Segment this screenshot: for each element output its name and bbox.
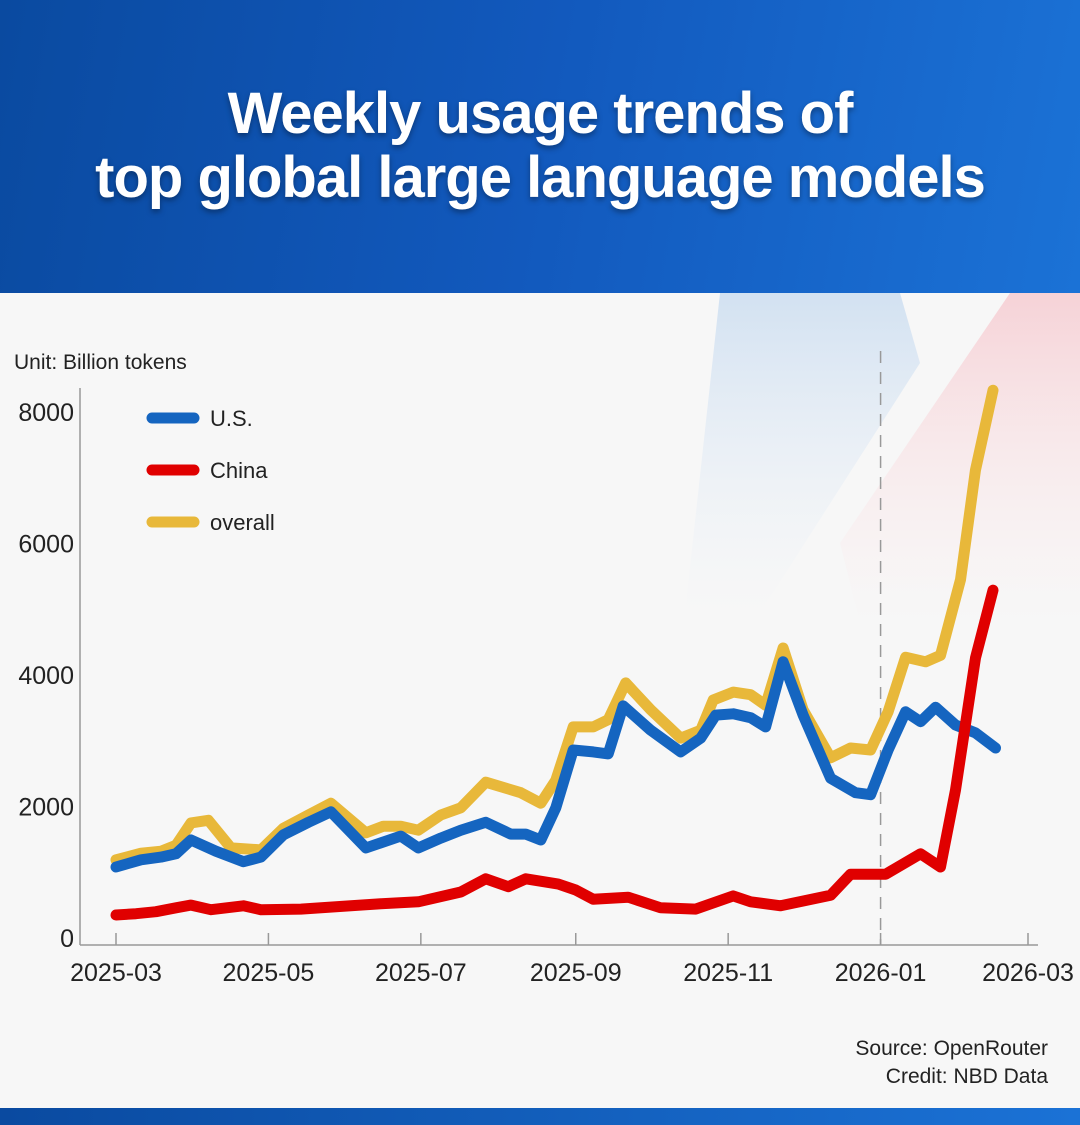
- y-tick-label: 8000: [18, 399, 74, 427]
- series-line-china: [110, 584, 999, 921]
- x-tick-label: 2025-07: [375, 959, 467, 987]
- series-line-us: [110, 656, 1001, 873]
- x-tick-label: 2025-03: [70, 959, 162, 987]
- x-tick-label: 2025-09: [530, 959, 622, 987]
- y-tick-label: 4000: [18, 662, 74, 690]
- title-line-1: Weekly usage trends of: [227, 81, 854, 146]
- legend-label: China: [210, 458, 268, 483]
- title-banner: Weekly usage trends of top global large …: [0, 0, 1080, 293]
- x-tick-label: 2026-03: [982, 959, 1074, 987]
- credit-text: Credit: NBD Data: [886, 1065, 1049, 1088]
- legend-label: overall: [210, 510, 275, 535]
- legend: U.S. China overall: [146, 406, 275, 535]
- unit-label: Unit: Billion tokens: [14, 351, 187, 374]
- x-tick-label: 2026-01: [835, 959, 927, 987]
- source-text: Source: OpenRouter: [855, 1037, 1048, 1060]
- decorative-blue-shape: [685, 293, 920, 613]
- y-tick-label: 6000: [18, 531, 74, 559]
- y-tick-label: 2000: [18, 794, 74, 822]
- bottom-bar: [0, 1108, 1080, 1125]
- chart-title: Weekly usage trends of top global large …: [0, 82, 1080, 210]
- line-chart: Unit: Billion tokens 2025-03 2025-05 2025-…: [14, 293, 1080, 1088]
- x-tick-label: 2025-05: [223, 959, 315, 987]
- title-line-2: top global large language models: [95, 145, 986, 210]
- x-tick-label: 2025-11: [683, 959, 773, 987]
- legend-label: U.S.: [210, 406, 253, 431]
- y-tick-label: 0: [60, 925, 74, 953]
- decorative-red-shape: [840, 293, 1080, 623]
